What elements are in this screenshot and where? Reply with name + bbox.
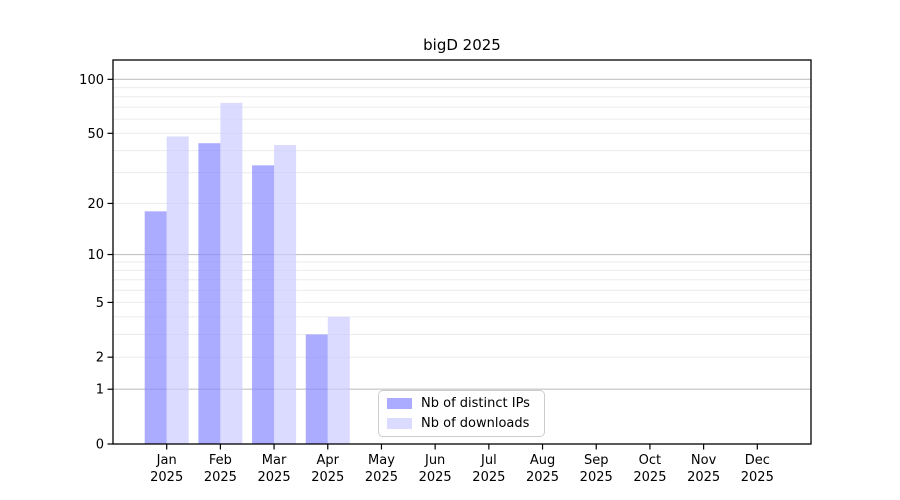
svg-text:2025: 2025 — [741, 470, 774, 485]
svg-text:5: 5 — [96, 296, 104, 311]
svg-text:1: 1 — [96, 383, 104, 398]
svg-text:Apr: Apr — [317, 453, 340, 468]
svg-text:10: 10 — [87, 248, 104, 263]
svg-text:2025: 2025 — [472, 470, 505, 485]
svg-text:Dec: Dec — [745, 453, 770, 468]
svg-text:Mar: Mar — [262, 453, 287, 468]
svg-text:20: 20 — [87, 197, 104, 212]
svg-text:0: 0 — [96, 438, 104, 453]
svg-text:2: 2 — [96, 351, 104, 366]
svg-text:2025: 2025 — [633, 470, 666, 485]
svg-text:May: May — [368, 453, 395, 468]
svg-text:Sep: Sep — [584, 453, 609, 468]
svg-text:2025: 2025 — [580, 470, 613, 485]
legend-label-downloads: Nb of downloads — [421, 416, 530, 431]
legend-item-distinct-ips: Nb of distinct IPs — [387, 396, 544, 411]
svg-text:2025: 2025 — [526, 470, 559, 485]
svg-text:Feb: Feb — [209, 453, 232, 468]
svg-text:50: 50 — [87, 127, 104, 142]
svg-text:2025: 2025 — [204, 470, 237, 485]
svg-text:Jun: Jun — [424, 453, 445, 468]
svg-text:Aug: Aug — [530, 453, 555, 468]
svg-text:2025: 2025 — [150, 470, 183, 485]
chart-title: bigD 2025 — [423, 36, 501, 54]
svg-text:2025: 2025 — [419, 470, 452, 485]
svg-text:2025: 2025 — [258, 470, 291, 485]
legend-item-downloads: Nb of downloads — [387, 416, 544, 431]
svg-text:100: 100 — [79, 73, 104, 88]
legend-swatch-downloads — [387, 418, 412, 429]
legend: Nb of distinct IPs Nb of downloads — [378, 390, 545, 437]
legend-label-distinct-ips: Nb of distinct IPs — [421, 396, 530, 411]
svg-text:Oct: Oct — [639, 453, 661, 468]
svg-text:Jan: Jan — [156, 453, 177, 468]
legend-swatch-distinct-ips — [387, 398, 412, 409]
svg-text:2025: 2025 — [687, 470, 720, 485]
svg-text:Jul: Jul — [480, 453, 497, 468]
svg-text:2025: 2025 — [311, 470, 344, 485]
svg-text:Nov: Nov — [691, 453, 717, 468]
svg-text:2025: 2025 — [365, 470, 398, 485]
